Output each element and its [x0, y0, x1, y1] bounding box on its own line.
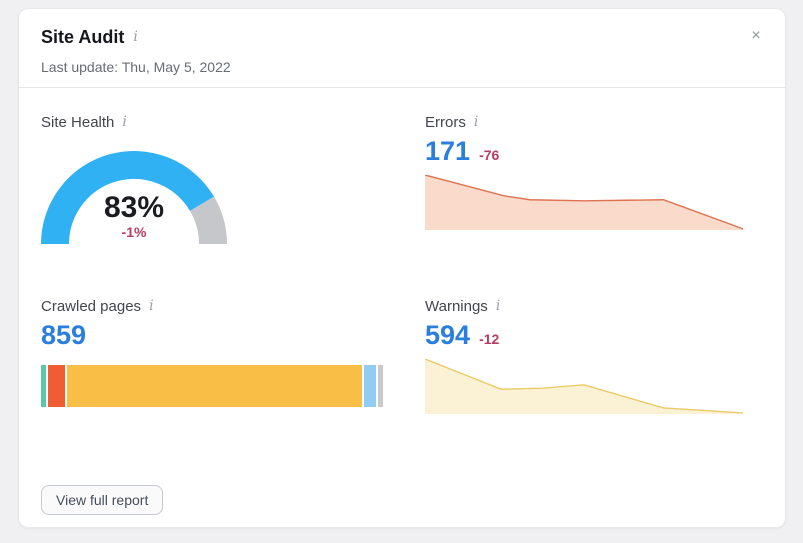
header-divider	[19, 87, 785, 88]
warnings-info-icon[interactable]: i	[495, 298, 501, 314]
bar-segment	[377, 365, 383, 407]
area-line	[425, 359, 743, 413]
errors-info-icon[interactable]: i	[473, 114, 479, 130]
widget-footer: View full report	[19, 414, 785, 515]
widget-title: Site Audit	[41, 26, 125, 47]
bar-segment	[66, 365, 362, 407]
warnings-value-link[interactable]: 594	[425, 320, 471, 350]
crawled-pages-bar-chart	[41, 365, 383, 407]
gauge-fill-arc	[41, 151, 215, 245]
metrics-grid: Site Health i 83% -1% Errors i 171 -76	[19, 88, 785, 414]
site-health-gauge: 83% -1%	[41, 149, 227, 245]
crawled-pages-value-link[interactable]: 859	[41, 320, 87, 350]
crawled-pages-section: Crawled pages i 859	[41, 297, 383, 414]
errors-trend-chart	[425, 175, 743, 230]
close-icon[interactable]: ×	[751, 27, 761, 44]
site-health-label: Site Health	[41, 113, 115, 131]
site-audit-widget: Site Audit i × Last update: Thu, May 5, …	[18, 8, 786, 528]
warnings-delta: -12	[479, 331, 500, 347]
widget-header: Site Audit i × Last update: Thu, May 5, …	[19, 9, 785, 78]
bar-segment	[47, 365, 65, 407]
site-health-gauge-chart	[41, 151, 227, 245]
site-health-section: Site Health i 83% -1%	[41, 113, 383, 245]
site-health-delta: -1%	[121, 224, 147, 240]
errors-label: Errors	[425, 113, 466, 131]
crawled-pages-info-icon[interactable]: i	[149, 298, 154, 314]
errors-delta: -76	[479, 147, 500, 163]
site-audit-info-icon[interactable]: i	[133, 29, 138, 45]
errors-section: Errors i 171 -76	[425, 113, 743, 245]
warnings-trend-chart	[425, 359, 743, 414]
bar-segment	[363, 365, 376, 407]
site-health-info-icon[interactable]: i	[122, 114, 127, 130]
bar-segment	[41, 365, 46, 407]
warnings-section: Warnings i 594 -12	[425, 297, 743, 414]
area-line	[425, 175, 743, 229]
last-update-text: Last update: Thu, May 5, 2022	[41, 59, 231, 75]
crawled-pages-label: Crawled pages	[41, 297, 142, 315]
errors-value-link[interactable]: 171	[425, 136, 471, 166]
warnings-label: Warnings	[425, 297, 488, 315]
area-fill	[425, 175, 743, 230]
view-full-report-button[interactable]: View full report	[41, 485, 164, 515]
area-fill	[425, 359, 743, 414]
gauge-track-arc	[189, 196, 227, 245]
site-health-value: 83%	[103, 191, 165, 224]
